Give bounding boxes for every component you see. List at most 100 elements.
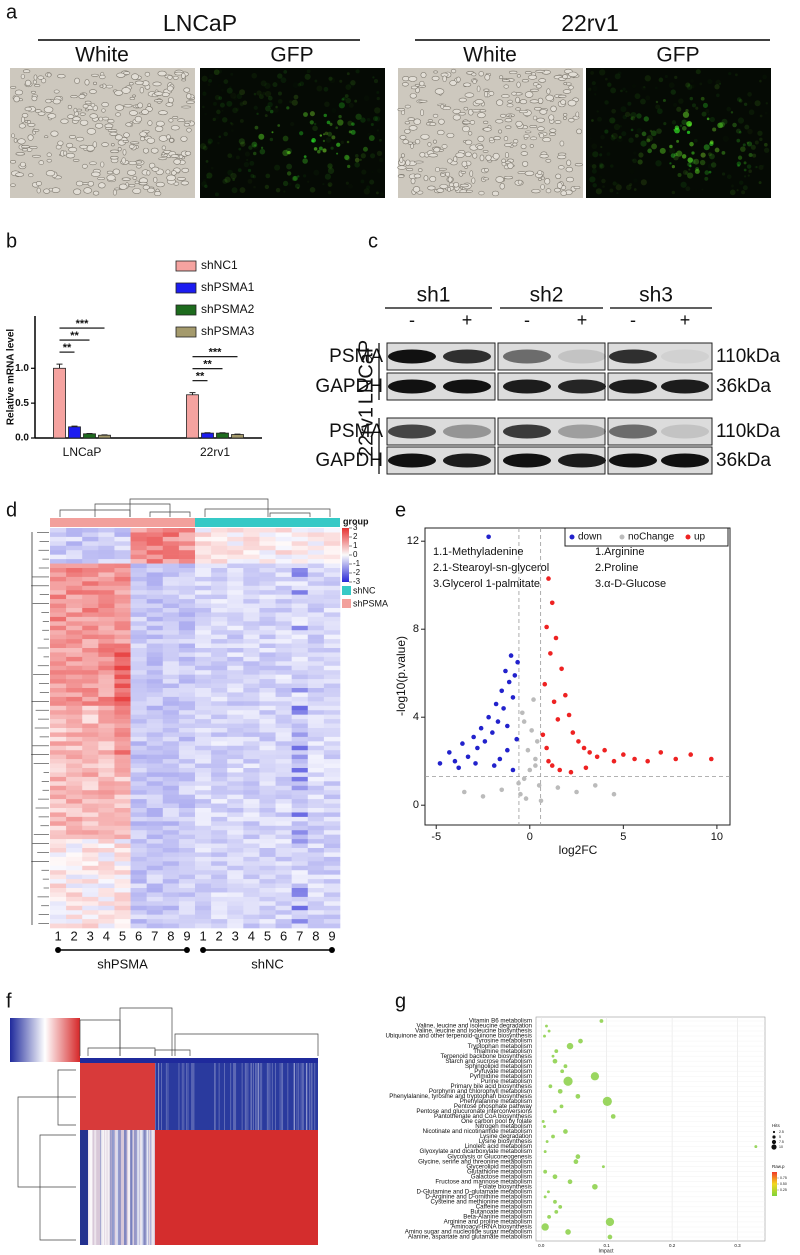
heat-cell: [82, 763, 99, 769]
dendrogram: [57, 1069, 76, 1126]
heat-cell: [162, 772, 180, 778]
heat-cell: [275, 759, 292, 764]
heat-cell: [114, 812, 131, 818]
heat-cell: [98, 616, 115, 622]
heat-cell: [162, 874, 180, 880]
cell: [462, 125, 470, 133]
heat-cell: [162, 808, 180, 813]
heat-cell: [178, 652, 196, 658]
x-tick-label: 22rv1: [200, 445, 230, 459]
cell: [132, 188, 142, 194]
cell: [253, 185, 256, 189]
heat-cell: [82, 910, 99, 915]
cell: [743, 168, 747, 172]
heat-cell: [227, 794, 244, 800]
heat-cell: [130, 590, 147, 595]
heat-cell: [66, 776, 83, 782]
heat-cell: [50, 550, 67, 555]
heat-cell: [211, 696, 228, 702]
heat-cell: [195, 710, 212, 715]
point: [452, 758, 458, 764]
heat-cell: [195, 745, 212, 751]
cell: [426, 122, 431, 126]
heat-cell: [146, 688, 164, 693]
heat-cell: [178, 550, 196, 555]
heat-cell: [82, 856, 99, 862]
heat-stripe: [282, 1058, 284, 1130]
annotation: 2.1-Stearoyl-sn-glycerol: [433, 562, 549, 574]
cell: [633, 151, 636, 154]
cell: [537, 126, 545, 132]
cell: [180, 180, 189, 186]
heat-cell: [50, 696, 67, 702]
heat-cell: [178, 714, 196, 720]
legend-title: group: [343, 516, 369, 526]
heat-cell: [82, 839, 99, 844]
heat-cell: [98, 914, 115, 920]
legend-label: 5: [779, 1135, 781, 1139]
category-label: Glycolysis or Gluconeogenesis: [447, 1153, 532, 1160]
heat-cell: [98, 905, 115, 911]
point: [465, 754, 471, 760]
heat-cell: [211, 834, 228, 840]
cell: [673, 154, 679, 161]
heat-cell: [195, 843, 212, 849]
heat-cell: [178, 701, 196, 707]
cell: [674, 127, 680, 134]
heat-cell: [98, 790, 115, 795]
cell: [597, 116, 602, 122]
heat-cell: [114, 554, 131, 560]
heat-cell: [211, 683, 228, 689]
heat-cell: [323, 528, 341, 533]
heat-cell: [307, 679, 325, 684]
heat-cell: [146, 576, 164, 582]
heat-cell: [146, 616, 164, 622]
heat-cell: [227, 772, 244, 778]
heat-stripe: [155, 1058, 157, 1130]
cell: [199, 143, 207, 150]
heat-cell: [291, 643, 309, 649]
heat-cell: [162, 803, 180, 809]
heat-cell: [291, 528, 309, 533]
heat-cell: [227, 781, 244, 787]
heat-cell: [307, 603, 325, 609]
cell: [304, 73, 311, 80]
heat-cell: [307, 768, 325, 773]
cell-line-label: 22rv1: [355, 407, 377, 457]
heat-cell: [259, 794, 276, 800]
cell: [293, 94, 299, 100]
heat-cell: [162, 563, 180, 569]
cell: [549, 128, 557, 133]
cell-line-label: LNCaP: [355, 340, 377, 404]
heat-cell: [227, 803, 244, 809]
cell: [260, 80, 267, 87]
cell: [471, 72, 477, 77]
cell: [348, 184, 353, 189]
heat-cell: [178, 665, 196, 671]
heat-cell: [114, 914, 131, 920]
heat-stripe: [245, 1058, 247, 1130]
band: [558, 453, 606, 468]
heat-cell: [243, 865, 260, 871]
cell: [275, 105, 278, 109]
heat-cell: [82, 585, 99, 591]
heat-cell: [243, 816, 260, 822]
heat-cell: [259, 532, 276, 538]
heat-cell: [162, 785, 180, 791]
heat-cell: [307, 723, 325, 729]
point: [508, 653, 514, 658]
heat-cell: [162, 603, 180, 609]
heat-cell: [243, 905, 260, 911]
heat-cell: [243, 821, 260, 827]
heat-cell: [82, 612, 99, 618]
cell: [235, 155, 240, 160]
cell: [123, 71, 131, 75]
cell: [248, 145, 253, 150]
heat-cell: [291, 879, 309, 884]
heat-stripe: [296, 1058, 298, 1130]
cell: [131, 73, 139, 80]
cell: [599, 163, 605, 169]
heat-cell: [50, 750, 67, 755]
heat-cell: [227, 688, 244, 693]
heat-cell: [307, 848, 325, 853]
